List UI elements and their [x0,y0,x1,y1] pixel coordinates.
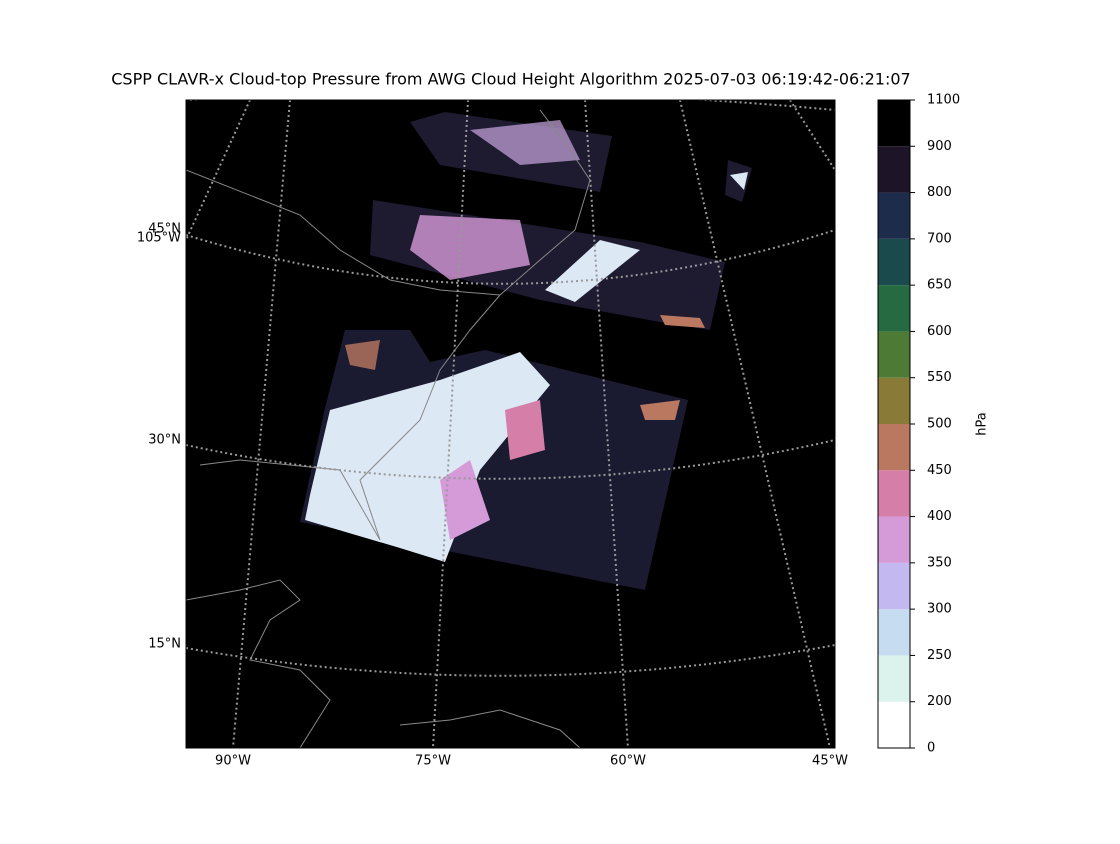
colorbar-segment [878,146,910,193]
cloud-patch [440,460,490,540]
cloud-patch [410,215,530,280]
colorbar-tick-label: 0 [927,741,935,756]
cloud-patch [470,120,580,165]
colorbar-segment [878,701,910,748]
map-frame [185,99,836,749]
coastline [199,294,501,541]
colorbar-segment [878,424,910,471]
colorbar-tick-label: 300 [927,602,952,617]
colorbar-segment [878,470,910,517]
colorbar-tick-label: 600 [927,324,952,339]
colorbar-segment [878,562,910,610]
colorbar-tick-label: 650 [927,278,952,293]
colorbar-tick-label: 900 [927,139,952,154]
colorbar-tick-label: 450 [927,463,952,478]
cloud-patch [545,240,640,302]
colorbar-segment [878,516,910,563]
colorbar-tick-label: 250 [927,648,952,663]
colorbar-label: hPa [975,412,990,435]
graticule [186,439,835,480]
graticule [232,100,291,748]
colorbar-tick-label: 800 [927,185,952,200]
lon-label: 60°W [610,754,646,769]
lon-label: 90°W [215,754,251,769]
coastline [186,579,331,748]
colorbar-tick-label: 550 [927,370,952,385]
graticule [432,100,469,748]
colorbar: hPa 0 200 250 300 350 400 450 500 550 600 650 700 80… [877,93,990,756]
colorbar-tick-label: 700 [927,231,952,246]
colorbar-segment [878,100,910,147]
cloud-patch [305,352,550,562]
colorbar-tick-label: 350 [927,555,952,570]
colorbar-tick-label: 500 [927,417,952,432]
coastline [399,709,581,748]
lon-label: 105°W [137,231,181,246]
colorbar-tick-label: 1100 [927,93,960,108]
cloud-patch [660,315,705,328]
colorbar-segment [878,655,910,702]
colorbar-segment [878,192,910,239]
graticule [186,100,251,241]
colorbar-tick-label: 200 [927,694,952,709]
colorbar-tick-label: 400 [927,509,952,524]
lat-label: 15°N [148,637,181,652]
colorbar-segment [878,377,910,424]
cloud-patch [640,400,680,420]
cloud-patch [345,340,380,370]
cloud-patch [505,400,545,460]
map-title: CSPP CLAVR-x Cloud-top Pressure from AWG… [111,70,910,89]
lon-label: 75°W [415,754,451,769]
lat-label: 30°N [148,433,181,448]
colorbar-segment [878,331,910,378]
map-panel: 45°N 105°W 30°N 15°N 90°W 75°W 60°W 45°W [137,99,848,769]
graticule [789,100,835,171]
cloud-patch [730,172,748,190]
colorbar-segment [878,609,910,656]
lat-label: 45°N [148,222,181,237]
lon-label: 45°W [812,754,848,769]
graticule [186,644,835,677]
colorbar-segment [878,238,910,286]
colorbar-segment [878,285,910,332]
graticule [679,100,831,748]
graticule [584,100,629,748]
